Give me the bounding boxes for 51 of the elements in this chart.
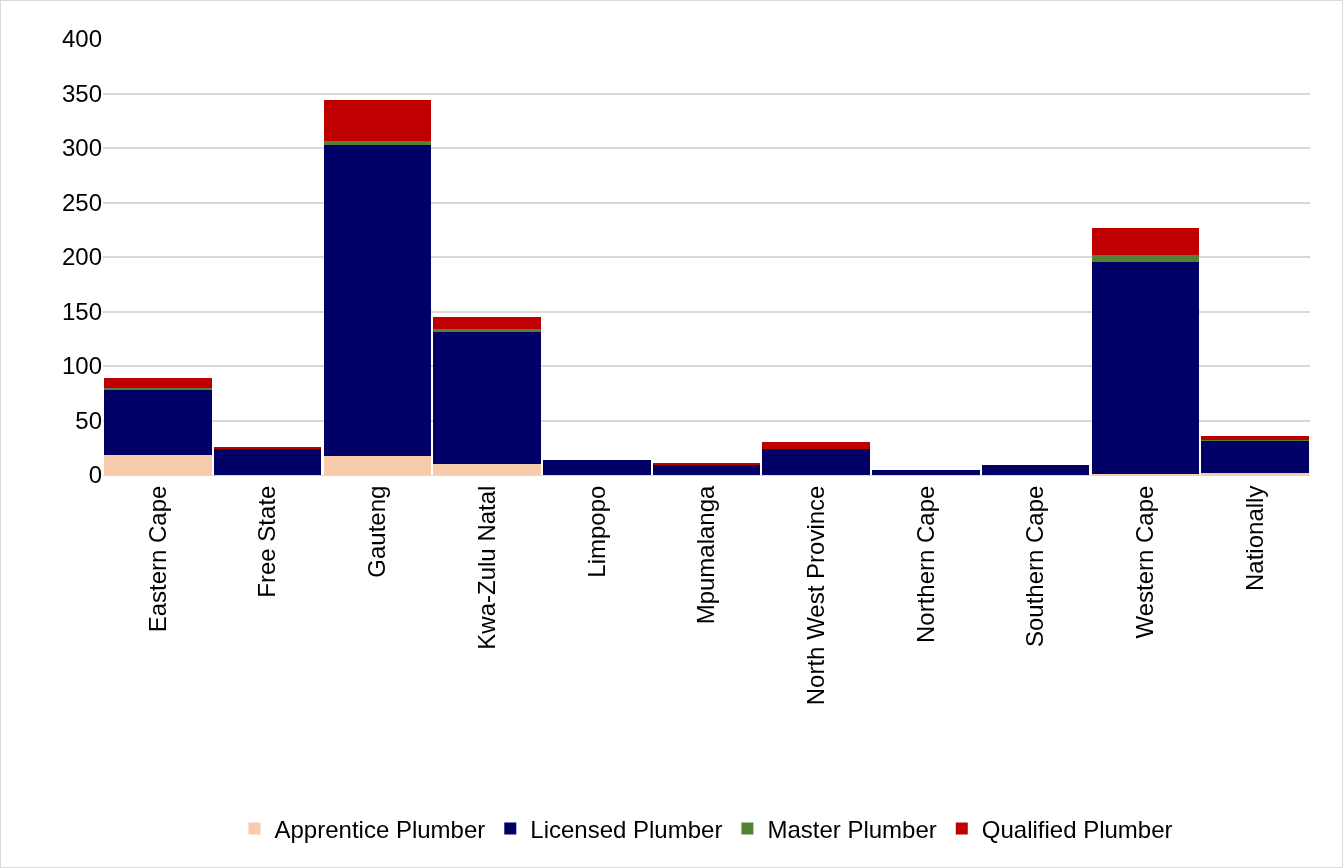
y-tick-label: 150 [61, 297, 102, 325]
bar [323, 100, 432, 142]
x-tick-label: Mpumalanga [692, 484, 720, 625]
bar [1091, 262, 1200, 474]
bar [433, 464, 541, 475]
bar [433, 316, 541, 329]
legend-label: Apprentice Plumber [274, 815, 486, 843]
legend-label: Master Plumber [767, 815, 937, 843]
y-tick-label: 300 [61, 134, 102, 162]
bar [762, 442, 870, 449]
bar [981, 465, 1090, 475]
x-tick-label: Kwa-Zulu Natal [472, 485, 500, 650]
y-tick-label: 50 [75, 406, 102, 434]
bar [213, 446, 322, 449]
bar [213, 448, 322, 475]
bar [1201, 441, 1309, 473]
bar [1201, 472, 1309, 475]
bar [104, 387, 212, 390]
y-tick-label: 200 [61, 243, 102, 271]
x-tick-label: Eastern Cape [143, 485, 171, 633]
bar [652, 465, 761, 475]
bar [104, 389, 212, 456]
y-tick-label: 350 [61, 79, 102, 107]
bar [323, 141, 432, 145]
bar [543, 459, 651, 475]
bar [104, 377, 212, 388]
bar [433, 328, 541, 333]
x-tick-label: Limpopo [582, 485, 610, 578]
bar [762, 448, 870, 475]
bar [1091, 227, 1200, 255]
bar [323, 144, 432, 457]
y-tick-label: 250 [61, 188, 102, 216]
x-tick-label: Free State [253, 485, 281, 598]
bar [323, 456, 432, 475]
x-tick-label: Gauteng [363, 485, 391, 578]
y-tick-label: 100 [61, 352, 102, 380]
y-tick-label: 0 [88, 461, 102, 489]
bar [1201, 435, 1309, 441]
x-tick-label: Nationally [1240, 485, 1268, 591]
legend-label: Qualified Plumber [981, 815, 1173, 843]
bar [652, 463, 761, 466]
bar [433, 332, 541, 465]
x-tick-label: North West Province [802, 485, 830, 706]
x-tick-label: Southern Cape [1021, 485, 1049, 648]
bar [104, 455, 212, 475]
bar [872, 469, 980, 475]
x-tick-label: Western Cape [1131, 485, 1159, 639]
x-tick-label: Northern Cape [911, 485, 939, 644]
legend-label: Licensed Plumber [530, 815, 723, 843]
y-tick-label: 400 [61, 25, 102, 53]
bar [1091, 254, 1200, 263]
